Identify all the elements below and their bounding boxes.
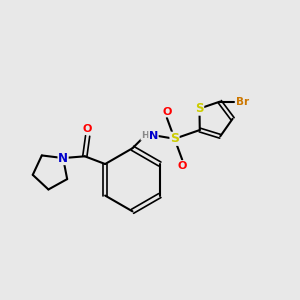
Text: O: O (178, 161, 187, 171)
Text: S: S (170, 132, 179, 145)
Text: N: N (58, 152, 68, 165)
Text: O: O (83, 124, 92, 134)
Text: S: S (195, 102, 204, 115)
Text: H: H (141, 131, 148, 140)
Text: O: O (162, 107, 172, 117)
Text: N: N (149, 131, 158, 141)
Text: Br: Br (236, 97, 249, 107)
